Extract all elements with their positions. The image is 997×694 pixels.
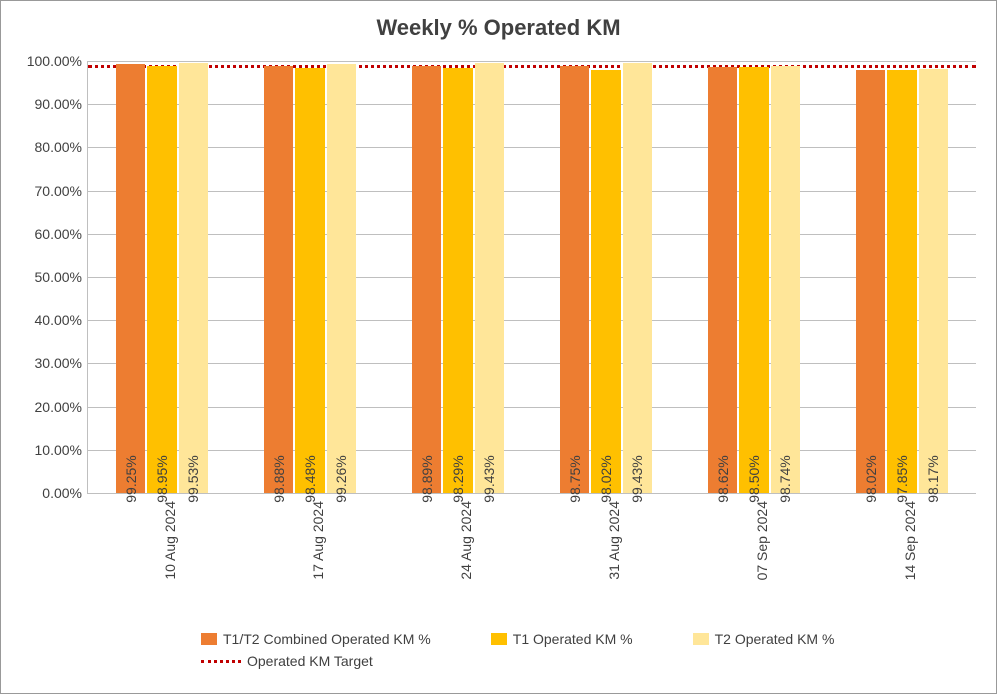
legend-item: T1 Operated KM % xyxy=(491,631,633,647)
target-line xyxy=(88,65,976,68)
x-axis-tick-label: 07 Sep 2024 xyxy=(754,501,770,580)
bar-t1: 98.02% xyxy=(591,70,620,493)
bar-t2: 98.17% xyxy=(919,69,948,493)
bar-value-label: 98.62% xyxy=(715,455,731,502)
bar-value-label: 98.88% xyxy=(271,455,287,502)
gridline xyxy=(88,61,976,62)
gridline xyxy=(88,104,976,105)
bar-value-label: 99.43% xyxy=(629,455,645,502)
legend-label: T1/T2 Combined Operated KM % xyxy=(223,631,431,647)
chart-title: Weekly % Operated KM xyxy=(1,15,996,41)
plot-area: 0.00%10.00%20.00%30.00%40.00%50.00%60.00… xyxy=(87,61,976,494)
y-axis-tick-label: 100.00% xyxy=(27,53,88,69)
bar-combined: 98.02% xyxy=(856,70,885,493)
bar-value-label: 98.02% xyxy=(863,455,879,502)
legend-label: T1 Operated KM % xyxy=(513,631,633,647)
y-axis-tick-label: 0.00% xyxy=(42,485,88,501)
bar-value-label: 98.29% xyxy=(450,455,466,502)
gridline xyxy=(88,234,976,235)
bar-value-label: 99.25% xyxy=(123,455,139,502)
bar-combined: 99.25% xyxy=(116,64,145,493)
y-axis-tick-label: 50.00% xyxy=(35,269,88,285)
y-axis-tick-label: 90.00% xyxy=(35,96,88,112)
bar-combined: 98.89% xyxy=(412,66,441,493)
x-axis-tick-label: 10 Aug 2024 xyxy=(162,501,178,580)
y-axis-tick-label: 70.00% xyxy=(35,183,88,199)
bar-t1: 98.50% xyxy=(739,67,768,493)
bar-t2: 99.53% xyxy=(179,63,208,493)
bar-value-label: 98.17% xyxy=(925,455,941,502)
gridline xyxy=(88,320,976,321)
bar-value-label: 98.48% xyxy=(302,455,318,502)
chart-container: Weekly % Operated KM 0.00%10.00%20.00%30… xyxy=(0,0,997,694)
bar-value-label: 98.02% xyxy=(598,455,614,502)
bar-value-label: 98.75% xyxy=(567,455,583,502)
legend-swatch xyxy=(201,633,217,645)
legend-line-sample xyxy=(201,660,241,663)
bar-value-label: 99.53% xyxy=(185,455,201,502)
legend-item: T2 Operated KM % xyxy=(693,631,835,647)
x-axis-tick-label: 17 Aug 2024 xyxy=(310,501,326,580)
gridline xyxy=(88,277,976,278)
bar-value-label: 99.43% xyxy=(481,455,497,502)
legend: T1/T2 Combined Operated KM % T1 Operated … xyxy=(201,631,961,669)
gridline xyxy=(88,450,976,451)
gridline xyxy=(88,191,976,192)
y-axis-tick-label: 80.00% xyxy=(35,139,88,155)
x-axis-tick-label: 31 Aug 2024 xyxy=(606,501,622,580)
bar-combined: 98.62% xyxy=(708,67,737,493)
y-axis-tick-label: 20.00% xyxy=(35,399,88,415)
bar-t1: 98.95% xyxy=(147,66,176,493)
y-axis-tick-label: 30.00% xyxy=(35,355,88,371)
gridline xyxy=(88,147,976,148)
y-axis-tick-label: 40.00% xyxy=(35,312,88,328)
bar-t2: 99.43% xyxy=(475,63,504,493)
gridline xyxy=(88,407,976,408)
bar-value-label: 98.50% xyxy=(746,455,762,502)
bar-combined: 98.88% xyxy=(264,66,293,493)
bar-value-label: 99.26% xyxy=(333,455,349,502)
bar-t1: 98.48% xyxy=(295,68,324,493)
legend-item: Operated KM Target xyxy=(201,653,373,669)
legend-label: Operated KM Target xyxy=(247,653,373,669)
y-axis-tick-label: 60.00% xyxy=(35,226,88,242)
legend-swatch xyxy=(491,633,507,645)
gridline xyxy=(88,363,976,364)
bar-t2: 98.74% xyxy=(771,66,800,493)
y-axis-tick-label: 10.00% xyxy=(35,442,88,458)
x-axis-tick-label: 14 Sep 2024 xyxy=(902,501,918,580)
bar-value-label: 98.74% xyxy=(777,455,793,502)
bar-combined: 98.75% xyxy=(560,66,589,493)
x-axis-tick-label: 24 Aug 2024 xyxy=(458,501,474,580)
bar-t2: 99.26% xyxy=(327,64,356,493)
bar-t2: 99.43% xyxy=(623,63,652,493)
bar-t1: 98.29% xyxy=(443,68,472,493)
legend-swatch xyxy=(693,633,709,645)
legend-label: T2 Operated KM % xyxy=(715,631,835,647)
legend-item: T1/T2 Combined Operated KM % xyxy=(201,631,431,647)
bar-value-label: 97.85% xyxy=(894,455,910,502)
bar-value-label: 98.89% xyxy=(419,455,435,502)
bar-t1: 97.85% xyxy=(887,70,916,493)
bar-value-label: 98.95% xyxy=(154,455,170,502)
